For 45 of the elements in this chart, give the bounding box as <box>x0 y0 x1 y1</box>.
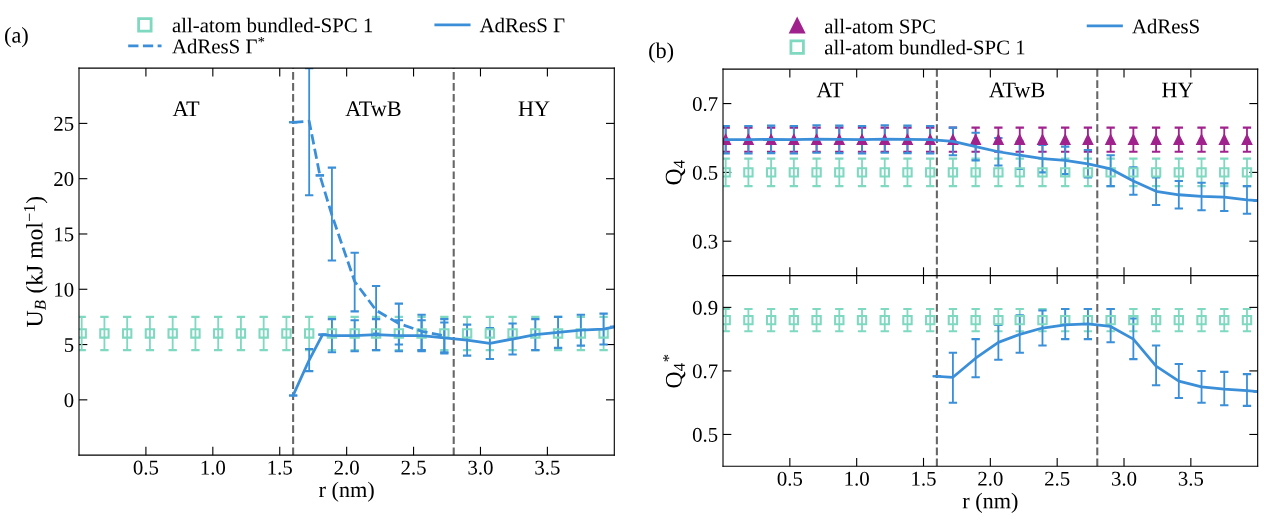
x-tick-label: 0.5 <box>133 460 159 475</box>
legend-label: all-atom bundled-SPC 1 <box>824 39 1025 55</box>
annotation: AT <box>816 82 844 98</box>
y-tick-label: 0.7 <box>692 364 718 379</box>
y-axis-title: Q$_{4}$$^{*}$ <box>663 354 686 388</box>
legend-label: all-atom SPC <box>824 18 935 34</box>
x-tick-label: 0.5 <box>777 471 803 486</box>
annotation: ATwB <box>345 101 401 117</box>
x-axis-title: r (nm) <box>962 492 1018 513</box>
y-tick-label: 0.3 <box>692 234 718 249</box>
y-tick-label: 20 <box>54 172 74 187</box>
legend-label: AdResS Γ$^{*}$ <box>172 37 265 54</box>
y-tick-label: 5 <box>64 338 74 352</box>
y-axis-title: U$_{B}$ (kJ mol$^{−1}$) <box>23 196 48 327</box>
annotation: ATwB <box>989 82 1045 98</box>
annotation: AT <box>172 101 200 117</box>
y-tick-label: 15 <box>55 227 74 242</box>
legend-label: AdResS Γ <box>479 17 565 33</box>
x-tick-label: 3.5 <box>535 460 560 475</box>
x-tick-label: 1.5 <box>268 460 292 475</box>
y-tick-label: 0 <box>64 393 74 408</box>
chart-title: (a) <box>5 27 28 48</box>
x-tick-label: 2.5 <box>1045 471 1070 486</box>
y-tick-label: 0.5 <box>692 165 718 180</box>
x-tick-label: 2.5 <box>401 460 426 475</box>
y-tick-label: 10 <box>55 282 74 297</box>
x-axis-title: r (nm) <box>319 481 374 502</box>
y-tick-label: 0.5 <box>692 427 718 442</box>
x-tick-label: 1.0 <box>201 460 226 475</box>
chart-title: (b) <box>649 42 674 63</box>
y-axis-title: Q$_{4}$ <box>665 160 686 185</box>
x-tick-label: 1.0 <box>845 471 869 486</box>
x-tick-label: 1.5 <box>912 471 936 486</box>
x-tick-label: 2.0 <box>334 460 359 475</box>
y-tick-label: 25 <box>54 116 74 131</box>
annotation: HY <box>1162 82 1193 98</box>
legend-label: all-atom bundled-SPC 1 <box>172 17 373 33</box>
x-tick-label: 3.0 <box>468 460 493 475</box>
annotation: HY <box>518 101 550 117</box>
y-tick-label: 0.7 <box>692 96 718 112</box>
x-tick-label: 3.5 <box>1178 471 1204 486</box>
x-tick-label: 3.0 <box>1111 471 1137 486</box>
legend-label: AdResS <box>1132 18 1199 34</box>
x-tick-label: 2.0 <box>978 471 1003 486</box>
y-tick-label: 0.9 <box>692 300 718 315</box>
